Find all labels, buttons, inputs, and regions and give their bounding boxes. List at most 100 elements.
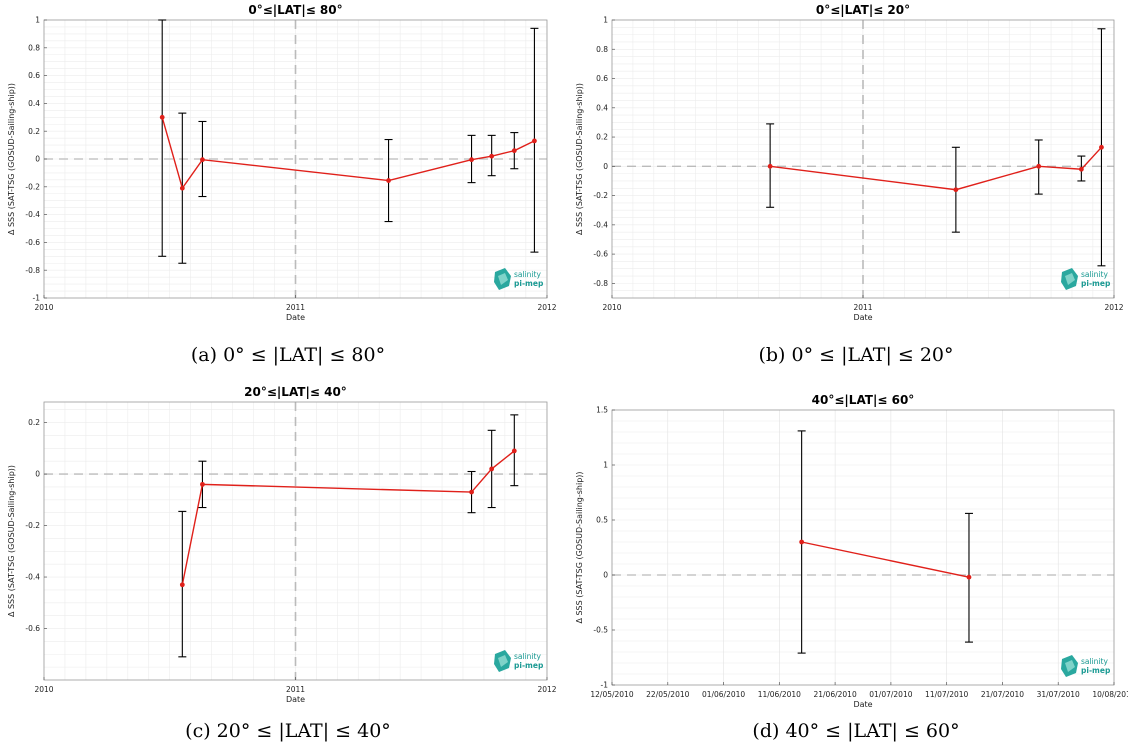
series-line	[801, 541, 970, 578]
series	[178, 414, 519, 658]
y-tick-label: 0.8	[596, 45, 608, 54]
y-tick-label: -0.2	[593, 191, 608, 200]
data-point	[179, 185, 185, 191]
chart-title: 40°≤|LAT|≤ 60°	[812, 393, 915, 407]
axes-frame	[611, 409, 1115, 686]
y-tick-label: -0.5	[593, 626, 608, 635]
x-tick-label: 01/07/2010	[869, 690, 912, 699]
data-point	[799, 539, 805, 545]
data-point	[511, 448, 517, 454]
data-point	[200, 157, 205, 163]
logo-text-bottom: pi-mep	[1081, 279, 1111, 288]
data-point	[532, 138, 537, 144]
y-tick-label: 0.6	[28, 71, 40, 80]
x-axis-label: Date	[853, 313, 872, 322]
data-point	[1078, 166, 1084, 172]
y-axis-label: Δ SSS (SAT-TSG (GOSUD-Sailing-ship))	[7, 465, 16, 617]
y-tick-label: 1	[35, 16, 40, 25]
x-tick-label: 2010	[602, 303, 621, 312]
x-tick-label: 11/07/2010	[925, 690, 968, 699]
subfigure-caption: (b) 0° ≤ |LAT| ≤ 20°	[758, 344, 953, 366]
x-tick-label: 2011	[286, 685, 305, 694]
y-tick-label: 0.4	[596, 103, 608, 112]
y-tick-label: -1	[601, 681, 609, 690]
chart-panel-3: -0.6 -0.4 -0.2 0 0.2 2010 2011 2012 20°≤|LAT|≤ 4…	[7, 385, 557, 742]
data-point	[469, 489, 474, 495]
subfigure-caption: (c) 20° ≤ |LAT| ≤ 40°	[185, 720, 391, 742]
logo-text-top: salinity	[1081, 657, 1108, 666]
y-tick-label: 0	[35, 470, 40, 479]
chart-panel-4: -1 -0.5 0 0.5 1 1.5 12/05/2010 22/05/2010 01/06/…	[575, 393, 1128, 742]
y-tick-label: -0.2	[25, 182, 40, 191]
x-tick-label: 2012	[537, 685, 556, 694]
y-tick-label: 0.2	[596, 133, 608, 142]
data-point	[159, 114, 165, 120]
y-tick-label: -0.6	[25, 624, 40, 633]
y-axis-label: Δ SSS (SAT-TSG (GOSUD-Sailing-ship))	[575, 471, 584, 623]
x-tick-label: 2011	[286, 303, 305, 312]
x-tick-label: 21/07/2010	[981, 690, 1024, 699]
logo-text-bottom: pi-mep	[514, 661, 544, 670]
data-point	[489, 153, 495, 159]
logo-shape-highlight	[1065, 660, 1075, 672]
series	[766, 28, 1106, 267]
y-tick-label: -0.4	[25, 573, 40, 582]
series-line	[161, 117, 535, 190]
y-tick-label: -0.6	[25, 238, 40, 247]
logo-text-top: salinity	[514, 270, 541, 279]
y-tick-label: -0.6	[593, 250, 608, 259]
x-axis-label: Date	[286, 313, 305, 322]
y-tick-label: -0.4	[25, 210, 40, 219]
chart-panel-2: -0.8 -0.6 -0.4 -0.2 0 0.2 0.4 0.6 0.8 1 2010 2011 20…	[575, 3, 1124, 366]
y-tick-label: 0.6	[596, 74, 608, 83]
data-point	[489, 466, 495, 472]
data-point	[966, 574, 972, 580]
data-point	[386, 178, 391, 183]
x-axis-label: Date	[286, 695, 305, 704]
subfigure-caption: (d) 40° ≤ |LAT| ≤ 60°	[752, 720, 959, 742]
logo-text-bottom: pi-mep	[1081, 666, 1111, 675]
x-axis-label: Date	[853, 700, 872, 709]
x-tick-label: 2011	[853, 303, 872, 312]
logo-shape-highlight	[498, 655, 508, 667]
y-tick-label: -0.4	[593, 220, 608, 229]
x-tick-label: 22/05/2010	[646, 690, 689, 699]
chart-title: 0°≤|LAT|≤ 20°	[816, 3, 910, 17]
y-tick-label: 0.5	[596, 516, 608, 525]
y-tick-label: 0.4	[28, 99, 40, 108]
y-axis-label: Δ SSS (SAT-TSG (GOSUD-Sailing-ship))	[575, 83, 584, 235]
x-tick-label: 10/08/2010	[1092, 690, 1128, 699]
logo-shape-highlight	[498, 273, 508, 285]
x-tick-label: 2010	[34, 303, 53, 312]
data-point	[179, 582, 185, 588]
logo-text-bottom: pi-mep	[514, 279, 544, 288]
y-tick-label: -0.2	[25, 521, 40, 530]
y-tick-label: 1	[603, 461, 608, 470]
x-tick-label: 2012	[537, 303, 556, 312]
grid	[611, 409, 1115, 686]
data-point	[953, 187, 959, 193]
x-tick-label: 2012	[1104, 303, 1123, 312]
grid	[43, 402, 548, 681]
data-point	[1036, 163, 1042, 169]
logo-text-top: salinity	[514, 652, 541, 661]
data-point	[767, 163, 773, 169]
x-tick-label: 2010	[34, 685, 53, 694]
x-tick-label: 21/06/2010	[813, 690, 856, 699]
series	[158, 19, 539, 264]
logo-text-top: salinity	[1081, 270, 1108, 279]
data-point	[469, 157, 474, 163]
y-tick-label: -0.8	[25, 266, 40, 275]
chart-title: 20°≤|LAT|≤ 40°	[244, 385, 347, 399]
y-tick-label: 0	[35, 155, 40, 164]
x-tick-label: 11/06/2010	[758, 690, 801, 699]
data-point	[1099, 144, 1104, 150]
y-axis-label: Δ SSS (SAT-TSG (GOSUD-Sailing-ship))	[7, 83, 16, 235]
chart-panel-1: -1 -0.8 -0.6 -0.4 -0.2 0 0.2 0.4 0.6 0.8 1 2010 2011…	[7, 3, 557, 366]
chart-title: 0°≤|LAT|≤ 80°	[248, 3, 342, 17]
